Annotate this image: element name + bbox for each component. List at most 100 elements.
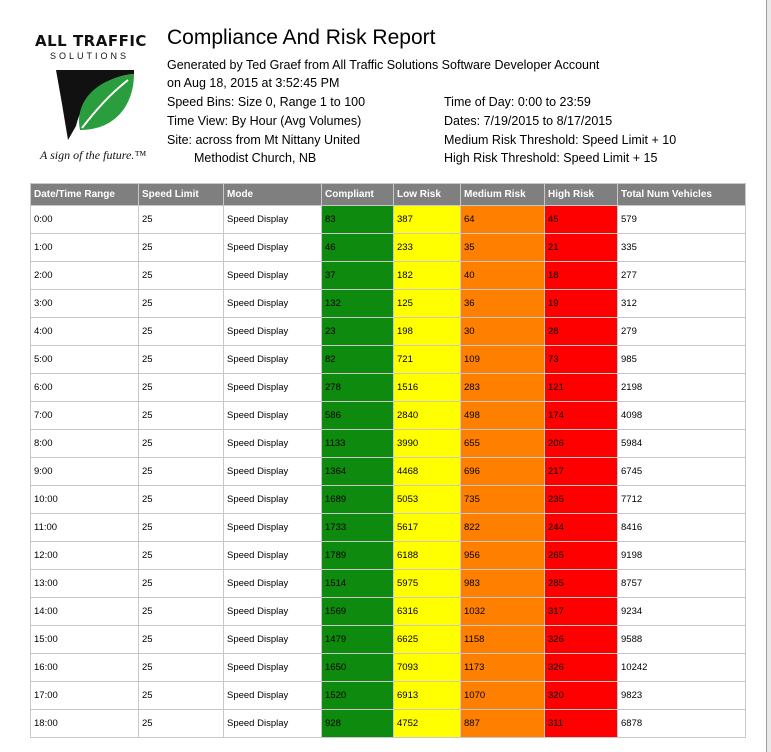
cell-total: 8757: [617, 569, 746, 598]
cell-mode: Speed Display: [223, 513, 322, 542]
cell-medium-risk: 956: [460, 541, 545, 570]
cell-speed-limit: 25: [138, 289, 224, 318]
cell-high-risk: 244: [544, 513, 618, 542]
time-view: Time View: By Hour (Avg Volumes): [167, 114, 362, 128]
cell-speed-limit: 25: [138, 597, 224, 626]
table-row: 5:00 25 Speed Display 82 721 109 73 985: [30, 345, 746, 374]
report-title: Compliance And Risk Report: [167, 26, 436, 49]
cell-speed-limit: 25: [138, 513, 224, 542]
header-low-risk: Low Risk: [393, 183, 461, 206]
cell-total: 6745: [617, 457, 746, 486]
cell-speed-limit: 25: [138, 401, 224, 430]
cell-medium-risk: 887: [460, 709, 545, 738]
cell-time: 13:00: [30, 569, 139, 598]
cell-compliant: 278: [321, 373, 394, 402]
cell-mode: Speed Display: [223, 345, 322, 374]
cell-low-risk: 1516: [393, 373, 461, 402]
site-line-1: Site: across from Mt Nittany United: [167, 133, 361, 147]
table-row: 3:00 25 Speed Display 132 125 36 19 312: [30, 289, 746, 318]
cell-total: 9823: [617, 681, 746, 710]
site-line-2: Methodist Church, NB: [194, 151, 317, 165]
cell-speed-limit: 25: [138, 233, 224, 262]
cell-compliant: 37: [321, 261, 394, 290]
cell-low-risk: 182: [393, 261, 461, 290]
page-edge: [766, 0, 767, 752]
generated-on: on Aug 18, 2015 at 3:52:45 PM: [167, 76, 340, 90]
cell-medium-risk: 64: [460, 205, 545, 234]
cell-time: 8:00: [30, 429, 139, 458]
speed-bins: Speed Bins: Size 0, Range 1 to 100: [167, 95, 366, 109]
cell-mode: Speed Display: [223, 457, 322, 486]
cell-low-risk: 5053: [393, 485, 461, 514]
table-row: 4:00 25 Speed Display 23 198 30 28 279: [30, 317, 746, 346]
cell-low-risk: 3990: [393, 429, 461, 458]
cell-high-risk: 265: [544, 541, 618, 570]
cell-speed-limit: 25: [138, 205, 224, 234]
cell-time: 16:00: [30, 653, 139, 682]
table-row: 10:00 25 Speed Display 1689 5053 735 235 7712: [30, 485, 746, 514]
cell-time: 6:00: [30, 373, 139, 402]
cell-compliant: 82: [321, 345, 394, 374]
cell-time: 3:00: [30, 289, 139, 318]
cell-total: 5984: [617, 429, 746, 458]
cell-medium-risk: 735: [460, 485, 545, 514]
page-shadow: [767, 0, 771, 752]
cell-medium-risk: 40: [460, 261, 545, 290]
cell-high-risk: 174: [544, 401, 618, 430]
cell-speed-limit: 25: [138, 429, 224, 458]
cell-high-risk: 217: [544, 457, 618, 486]
cell-compliant: 928: [321, 709, 394, 738]
header-medium-risk: Medium Risk: [460, 183, 545, 206]
company-logo: ALL TRAFFIC SOLUTIONS A sign of the futu…: [30, 28, 155, 168]
header-compliant: Compliant: [321, 183, 394, 206]
cell-mode: Speed Display: [223, 541, 322, 570]
cell-speed-limit: 25: [138, 457, 224, 486]
header-high-risk: High Risk: [544, 183, 618, 206]
cell-compliant: 1479: [321, 625, 394, 654]
table-row: 12:00 25 Speed Display 1789 6188 956 265 9198: [30, 541, 746, 570]
cell-high-risk: 21: [544, 233, 618, 262]
cell-mode: Speed Display: [223, 569, 322, 598]
generated-by: Generated by Ted Graef from All Traffic …: [167, 58, 600, 72]
cell-total: 985: [617, 345, 746, 374]
cell-time: 5:00: [30, 345, 139, 374]
cell-mode: Speed Display: [223, 709, 322, 738]
logo-title: ALL TRAFFIC: [35, 32, 147, 50]
table-row: 11:00 25 Speed Display 1733 5617 822 244 8416: [30, 513, 746, 542]
cell-time: 17:00: [30, 681, 139, 710]
cell-total: 4098: [617, 401, 746, 430]
cell-total: 579: [617, 205, 746, 234]
table-row: 2:00 25 Speed Display 37 182 40 18 277: [30, 261, 746, 290]
cell-mode: Speed Display: [223, 597, 322, 626]
table-row: 9:00 25 Speed Display 1364 4468 696 217 6745: [30, 457, 746, 486]
cell-total: 8416: [617, 513, 746, 542]
cell-compliant: 1733: [321, 513, 394, 542]
cell-mode: Speed Display: [223, 429, 322, 458]
cell-mode: Speed Display: [223, 289, 322, 318]
table-row: 16:00 25 Speed Display 1650 7093 1173 326 10242: [30, 653, 746, 682]
table-header-row: Date/Time Range Speed Limit Mode Complia…: [30, 183, 746, 206]
compliance-table: Date/Time Range Speed Limit Mode Complia…: [30, 183, 746, 738]
logo-subtitle: SOLUTIONS: [50, 51, 130, 61]
cell-high-risk: 206: [544, 429, 618, 458]
cell-medium-risk: 1070: [460, 681, 545, 710]
cell-medium-risk: 35: [460, 233, 545, 262]
cell-compliant: 1789: [321, 541, 394, 570]
cell-compliant: 1514: [321, 569, 394, 598]
cell-medium-risk: 30: [460, 317, 545, 346]
header-date-time-range: Date/Time Range: [30, 183, 139, 206]
table-row: 7:00 25 Speed Display 586 2840 498 174 4098: [30, 401, 746, 430]
cell-time: 10:00: [30, 485, 139, 514]
cell-medium-risk: 36: [460, 289, 545, 318]
cell-low-risk: 125: [393, 289, 461, 318]
cell-high-risk: 121: [544, 373, 618, 402]
medium-risk-threshold: Medium Risk Threshold: Speed Limit + 10: [444, 133, 677, 147]
cell-high-risk: 326: [544, 653, 618, 682]
cell-speed-limit: 25: [138, 625, 224, 654]
cell-compliant: 23: [321, 317, 394, 346]
cell-low-risk: 6625: [393, 625, 461, 654]
cell-low-risk: 721: [393, 345, 461, 374]
cell-total: 9198: [617, 541, 746, 570]
cell-high-risk: 28: [544, 317, 618, 346]
cell-low-risk: 2840: [393, 401, 461, 430]
